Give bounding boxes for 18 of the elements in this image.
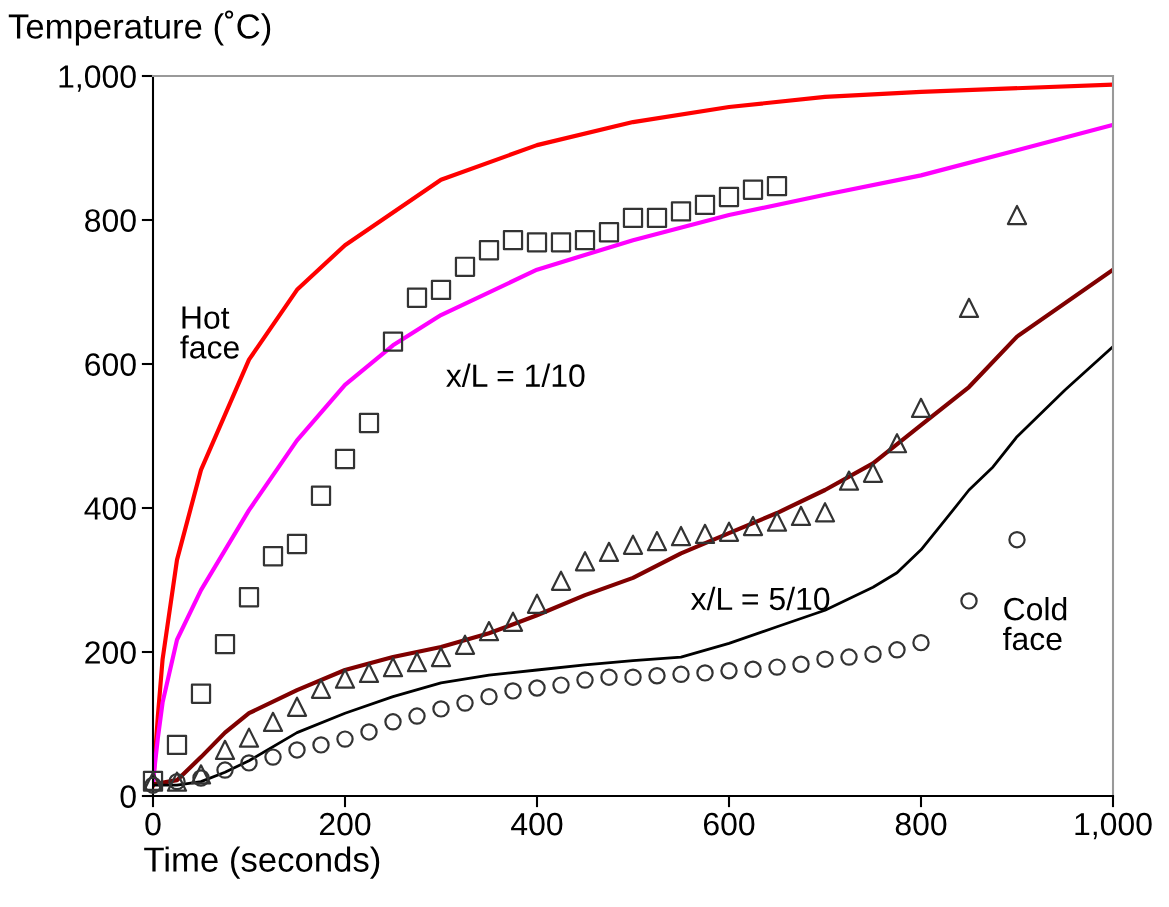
x-tick-label: 0 xyxy=(145,812,161,836)
y-tick-label: 1,000 xyxy=(59,65,136,92)
x-tick-label: 400 xyxy=(511,812,563,836)
y-axis-title: Temperature (˚C) xyxy=(8,10,271,46)
y-tick-label: 800 xyxy=(85,209,136,232)
x-axis-title: Time (seconds) xyxy=(144,846,380,879)
x-tick-label: 200 xyxy=(319,812,371,836)
annotation: x/L = 5/10 xyxy=(690,586,830,611)
y-tick-label: 600 xyxy=(85,353,136,376)
y-tick-label: 0 xyxy=(120,785,136,808)
x-tick-label: 800 xyxy=(895,812,947,836)
annotation: Cold face xyxy=(1003,597,1067,651)
x-tick-label: 1,000 xyxy=(1075,812,1152,840)
y-tick-label: 200 xyxy=(85,641,136,664)
y-tick-label: 400 xyxy=(84,497,136,520)
x-tick-label: 600 xyxy=(703,812,755,836)
annotation: x/L = 1/10 xyxy=(446,363,585,387)
annotation: Hot face xyxy=(180,306,239,359)
